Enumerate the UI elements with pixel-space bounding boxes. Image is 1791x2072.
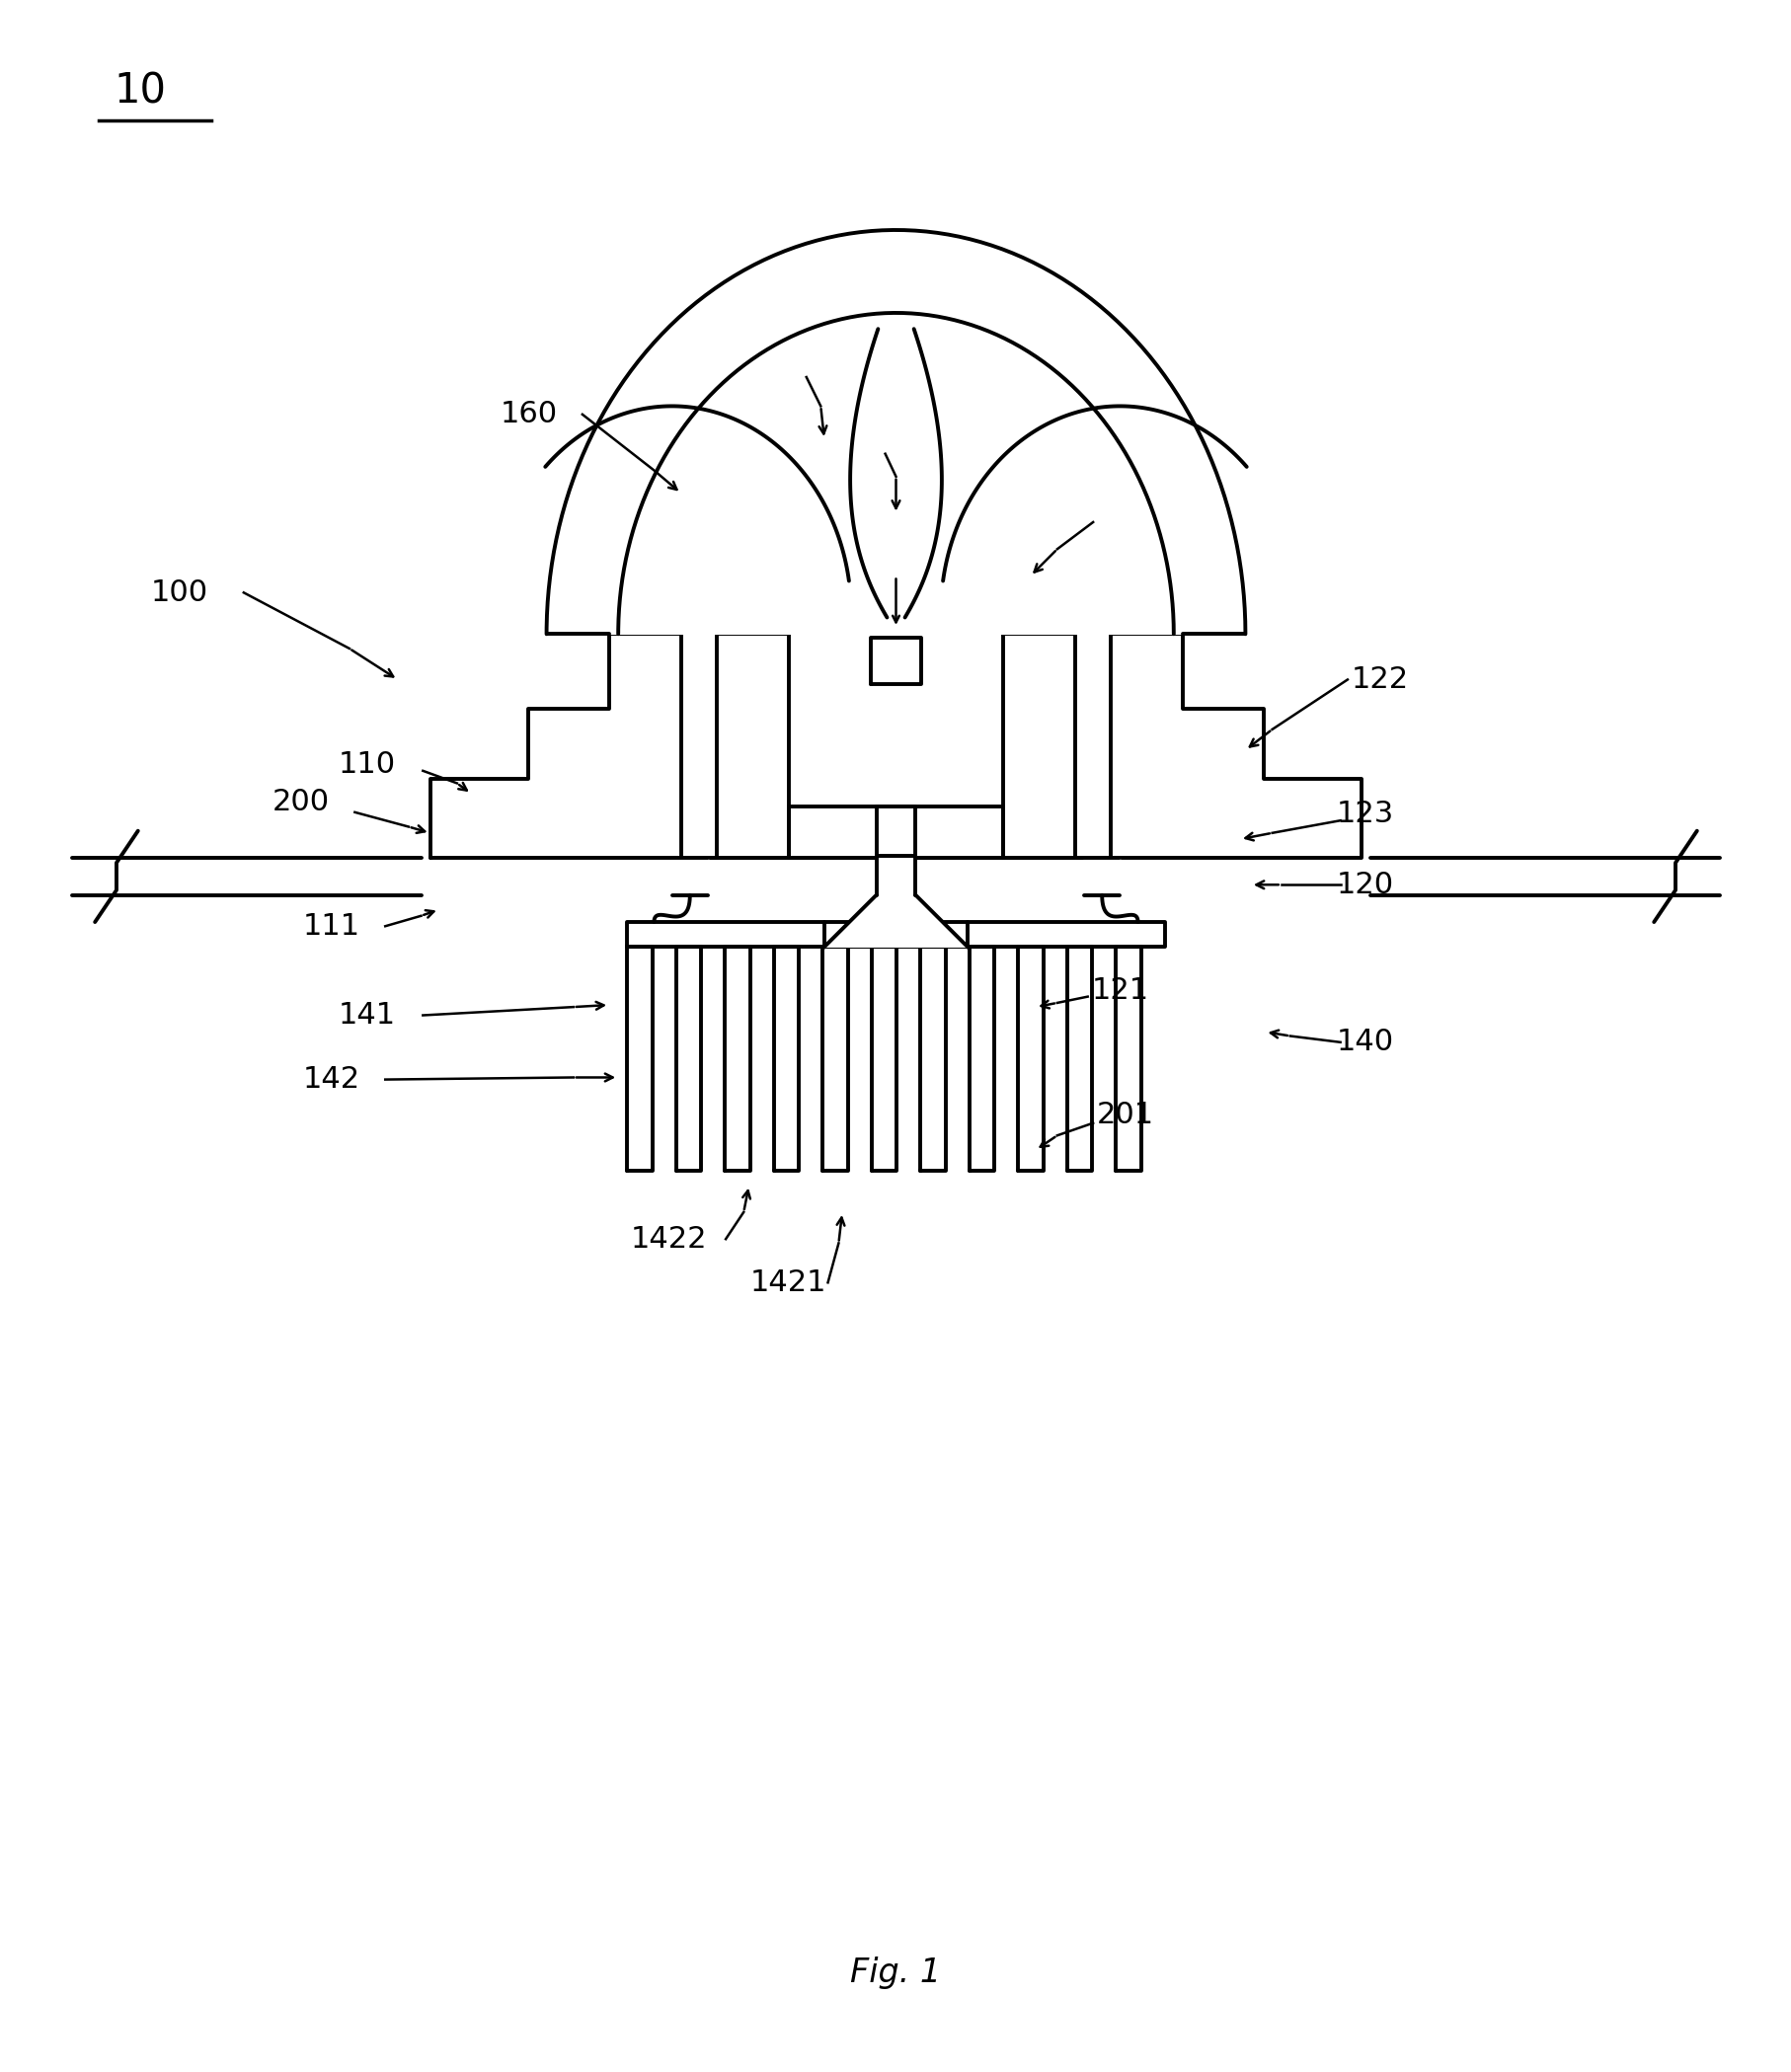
Text: 150: 150 — [733, 342, 790, 371]
Text: 111: 111 — [303, 912, 360, 941]
Text: 123: 123 — [1336, 800, 1393, 829]
Polygon shape — [774, 947, 799, 1171]
Polygon shape — [1066, 947, 1093, 1171]
Polygon shape — [876, 858, 915, 895]
Polygon shape — [675, 947, 700, 1171]
Text: 122: 122 — [1350, 665, 1408, 694]
Polygon shape — [627, 922, 1164, 947]
Polygon shape — [822, 947, 847, 1171]
Text: 100: 100 — [150, 578, 208, 607]
Text: Fig. 1: Fig. 1 — [851, 1956, 940, 1989]
Polygon shape — [1017, 947, 1042, 1171]
Text: 1422: 1422 — [630, 1225, 706, 1254]
Text: 1421: 1421 — [750, 1268, 826, 1297]
Polygon shape — [627, 947, 652, 1171]
Text: 124: 124 — [1096, 493, 1153, 522]
Text: 200: 200 — [272, 787, 330, 816]
Text: 142: 142 — [303, 1065, 360, 1094]
Polygon shape — [876, 806, 915, 856]
Polygon shape — [672, 858, 707, 895]
Polygon shape — [969, 947, 994, 1171]
Text: 110: 110 — [338, 750, 396, 779]
Polygon shape — [72, 858, 421, 895]
Text: 201: 201 — [1096, 1100, 1153, 1129]
Polygon shape — [1116, 947, 1141, 1171]
Text: 130: 130 — [822, 416, 879, 445]
Text: 120: 120 — [1336, 870, 1393, 899]
Polygon shape — [921, 947, 946, 1171]
Polygon shape — [788, 806, 1003, 858]
Polygon shape — [546, 230, 1245, 634]
Polygon shape — [870, 638, 921, 684]
Polygon shape — [430, 634, 1361, 858]
Text: 141: 141 — [338, 1001, 396, 1030]
Polygon shape — [716, 634, 788, 858]
Polygon shape — [1370, 858, 1719, 895]
Polygon shape — [1084, 858, 1119, 895]
Polygon shape — [824, 895, 967, 947]
Polygon shape — [870, 947, 897, 1171]
Polygon shape — [1003, 634, 1075, 858]
Text: 160: 160 — [500, 400, 557, 429]
Text: 140: 140 — [1336, 1028, 1393, 1057]
Text: 10: 10 — [113, 70, 167, 112]
Text: 121: 121 — [1091, 976, 1148, 1005]
Polygon shape — [725, 947, 750, 1171]
